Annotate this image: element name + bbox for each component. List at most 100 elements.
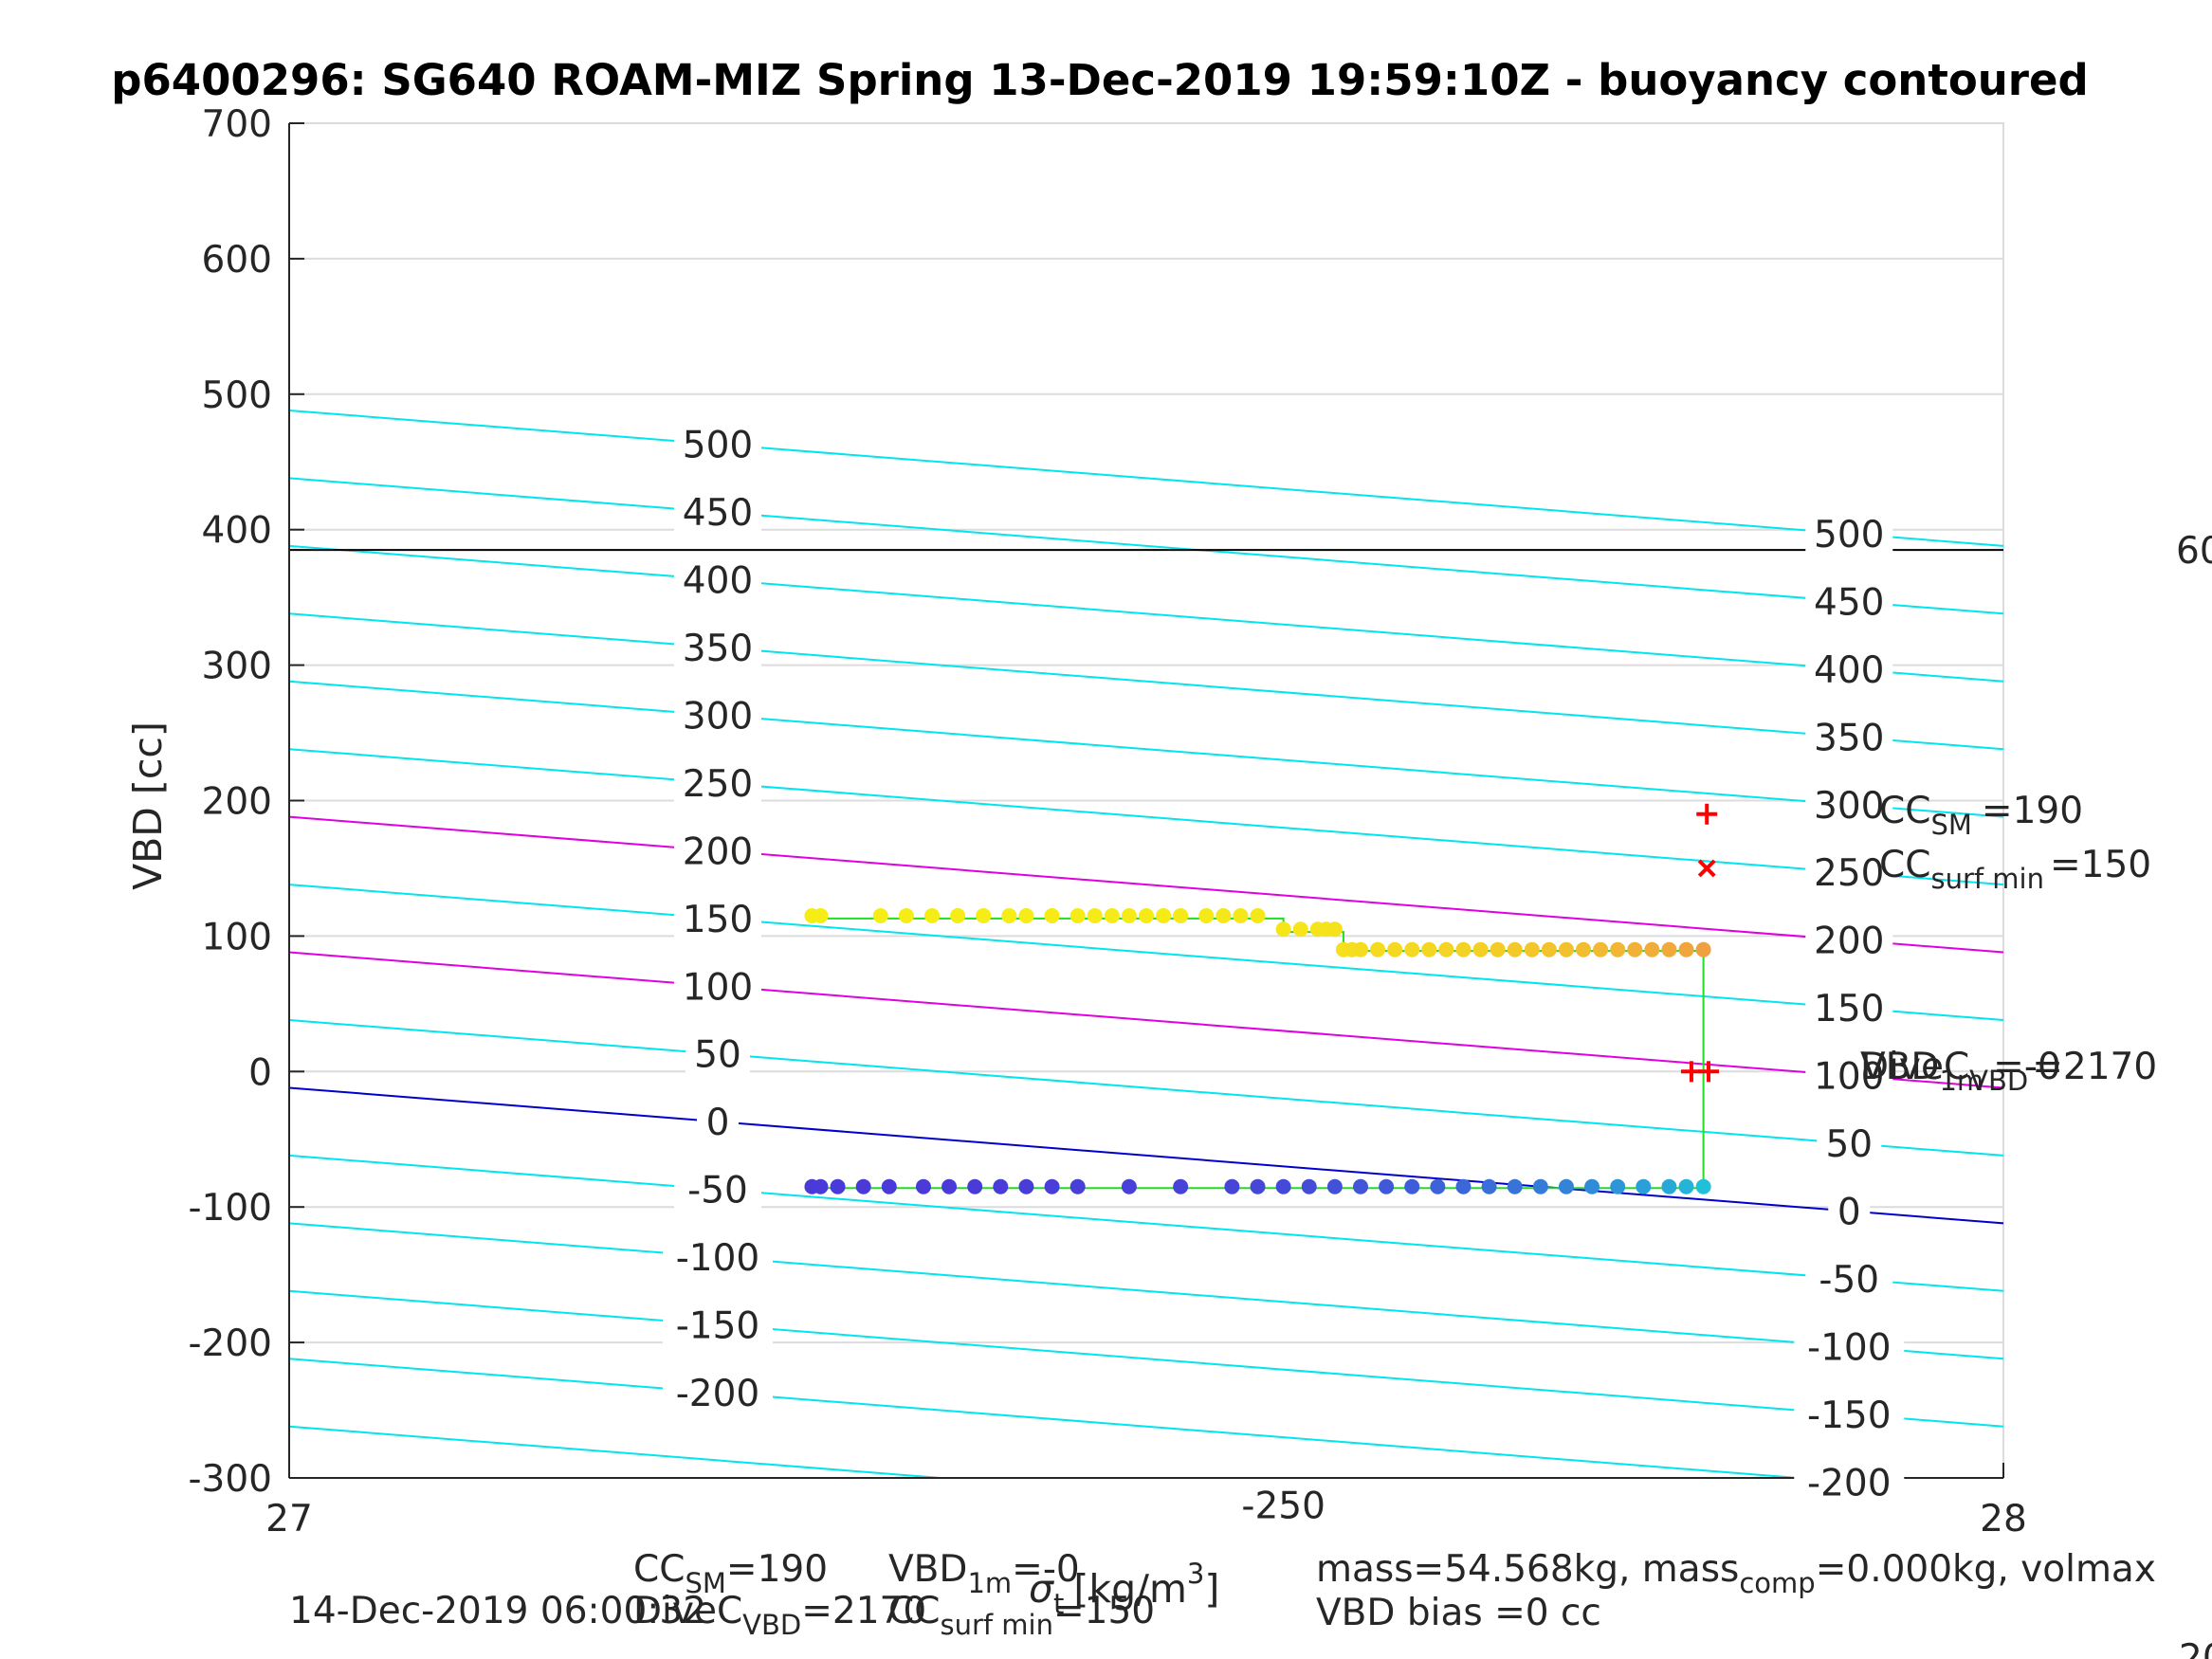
data-point-upper — [1610, 941, 1626, 957]
contour-label-bg — [663, 1369, 773, 1412]
data-point-upper — [1370, 941, 1386, 957]
footer-ccsm-main: CC — [888, 1590, 940, 1632]
data-point-upper — [1216, 907, 1232, 923]
contour-label-right: 0 — [1837, 1191, 1861, 1233]
contour-label-bg — [1805, 781, 1893, 824]
y-tick-label: 200 — [202, 781, 272, 824]
x-axis-label-unit: [kg/m — [1073, 1566, 1187, 1612]
data-point-lower — [855, 1178, 871, 1194]
y-tick-label: 0 — [248, 1051, 272, 1094]
data-point-upper — [1524, 941, 1540, 957]
cc-surf-min-annotation: CCsurf min =150 — [1879, 844, 2151, 895]
data-point-upper — [1173, 907, 1189, 923]
data-point-upper — [898, 907, 914, 923]
data-point-lower — [1069, 1178, 1086, 1194]
contour-label-bg — [686, 1030, 750, 1073]
contour-line — [288, 1019, 2004, 1157]
footer-cc-sm-rest: =190 — [726, 1548, 828, 1591]
contour-label-left: -150 — [676, 1305, 760, 1348]
contour-label-left: -200 — [676, 1373, 760, 1415]
data-point-upper — [1104, 907, 1120, 923]
contour-label-left: 0 — [706, 1102, 730, 1144]
divec-vbd-annotation: DiveCVBD =2170 — [1860, 1046, 2157, 1097]
vbd-1m-annotation: VBD1m =-0 — [1860, 1046, 2061, 1097]
footer-vbd-1m: VBD1m=-0 — [888, 1548, 1080, 1599]
y-tick-label: -100 — [188, 1187, 272, 1230]
contour-label-bg — [1228, 1482, 1339, 1524]
contour-label-bg — [674, 489, 761, 532]
data-point-upper — [1001, 907, 1017, 923]
data-point-upper — [872, 907, 888, 923]
footer-vbd-sub: 1m — [967, 1567, 1012, 1599]
contour-label-bg — [1805, 1052, 1893, 1095]
data-point-upper — [1678, 941, 1694, 957]
divec-vbd-annotation-rest: =2170 — [2032, 1046, 2157, 1088]
contour-line — [288, 612, 2004, 751]
data-point-lower — [1173, 1178, 1189, 1194]
data-point-upper — [1292, 921, 1308, 938]
data-point-upper — [1507, 941, 1523, 957]
divec-vbd-annotation-sub: VBD — [1969, 1065, 2028, 1097]
contour-labels: -200 -150 -100 -50 0 50 100 150 200 250 300 350 400 4… — [663, 421, 1905, 1528]
data-point-upper — [1695, 941, 1711, 957]
data-point-lower — [1044, 1178, 1060, 1194]
data-point-lower — [941, 1178, 958, 1194]
x-axis-label-symbol: σ — [1029, 1566, 1055, 1612]
footer-cc-sm: CCSM=190 — [633, 1548, 828, 1599]
data-point-upper — [1250, 907, 1266, 923]
contour-line — [288, 1425, 941, 1479]
data-point-lower — [1250, 1178, 1266, 1194]
contour-label-right: 150 — [1814, 988, 1884, 1030]
footer-mass-sub: comp — [1739, 1567, 1815, 1599]
data-point-lower — [1661, 1178, 1677, 1194]
footer-mass-a: mass=54.568kg, mass — [1316, 1548, 1739, 1591]
data-point-lower — [915, 1178, 931, 1194]
footer-cc-sm-sub: SM — [685, 1567, 725, 1599]
contour-label-right: 50 — [1825, 1123, 1873, 1166]
chart-title: p6400296: SG640 ROAM-MIZ Spring 13-Dec-2… — [111, 55, 2088, 105]
data-point-upper — [924, 907, 940, 923]
data-point-lower — [1301, 1178, 1317, 1194]
contour-line — [288, 1222, 2004, 1360]
data-point-upper — [1472, 941, 1489, 957]
data-point-lower — [1224, 1178, 1240, 1194]
footer-vbd-main: VBD — [888, 1548, 967, 1591]
x-marker — [1697, 859, 1716, 878]
contour-label-bg — [1805, 985, 1893, 1028]
contour-label-right: 500 — [1814, 514, 1884, 556]
data-point-upper — [1139, 907, 1154, 923]
contour-label-left: 200 — [683, 830, 753, 873]
contour-label-bg — [663, 1234, 773, 1277]
data-point-lower — [1353, 1178, 1368, 1194]
data-point-upper — [1644, 941, 1660, 957]
contour-label-right: 200 — [1814, 921, 1884, 963]
contour-label-right: 250 — [1814, 852, 1884, 895]
data-point-lower — [881, 1178, 897, 1194]
data-point-lower — [1678, 1178, 1694, 1194]
data-point-lower — [1610, 1178, 1626, 1194]
cc-surf-min-annotation-sub: surf min — [1930, 863, 2044, 895]
y-tick-label: -300 — [188, 1458, 272, 1501]
data-point-lower — [1275, 1178, 1291, 1194]
contour-line — [288, 409, 2004, 547]
contour-label-bg — [1805, 1255, 1893, 1298]
contour-label-right: 400 — [1814, 649, 1884, 692]
data-point-upper — [1018, 907, 1034, 923]
contour-label-bg — [674, 692, 761, 735]
data-point-lower — [1695, 1178, 1711, 1194]
x-tick-label: 27 — [265, 1498, 313, 1540]
vbd-1m-annotation-main: VBD — [1860, 1046, 1939, 1088]
contour-label-left: 450 — [683, 492, 753, 535]
data-point-lower — [1379, 1178, 1395, 1194]
y-tick-label: 500 — [202, 374, 272, 417]
hline-label: 60 — [2176, 530, 2212, 573]
footer-mass-line: mass=54.568kg, masscomp=0.000kg, volmax — [1316, 1548, 2156, 1599]
data-point-lower — [1481, 1178, 1497, 1194]
data-point-upper — [1438, 941, 1454, 957]
footer-divec-rest: =2170 — [801, 1590, 926, 1632]
contour-label-right: 350 — [1814, 717, 1884, 759]
data-point-upper — [1387, 941, 1403, 957]
footer-vbd-bias: VBD bias =0 cc — [1316, 1592, 1601, 1634]
cc-sm-annotation-main: CC — [1879, 790, 1930, 832]
